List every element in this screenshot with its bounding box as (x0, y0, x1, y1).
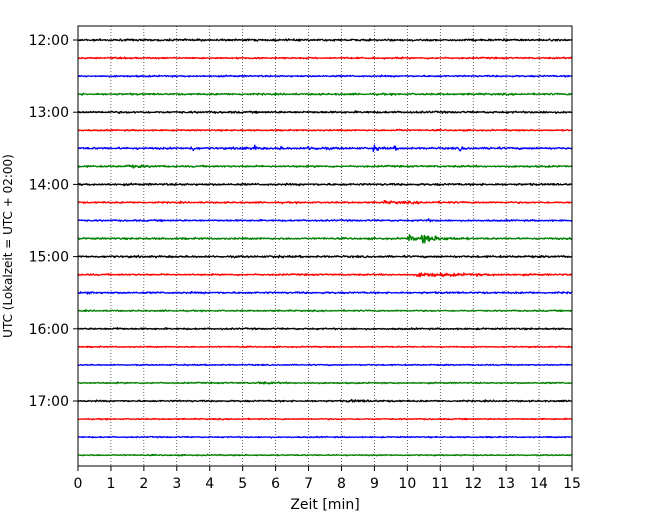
x-tick-label: 4 (205, 476, 214, 492)
trace-line-1330 (77, 144, 573, 153)
x-tick-label: 14 (530, 476, 548, 492)
trace-line-1745 (77, 453, 573, 457)
x-tick-label: 12 (464, 476, 482, 492)
x-tick-label: 10 (398, 476, 416, 492)
x-tick-label: 15 (563, 476, 581, 492)
grid-lines (110, 26, 540, 466)
plot-frame (77, 25, 573, 467)
trace-line-1200 (77, 38, 573, 42)
trace-line-1345 (77, 164, 573, 169)
y-axis-ticks: 12:00 13:00 14:00 15:00 16:00 17:00 (29, 33, 78, 410)
trace-line-1600 (77, 327, 573, 331)
x-tick-label: 9 (370, 476, 379, 492)
x-axis-ticks: 0 1 2 3 4 5 6 7 8 9 10 11 12 13 14 15 (74, 466, 581, 492)
trace-line-1545 (77, 309, 573, 313)
x-tick-label: 1 (106, 476, 115, 492)
trace-line-1245 (77, 92, 573, 97)
y-tick-label: 12:00 (29, 33, 69, 49)
x-tick-label: 8 (337, 476, 346, 492)
trace-line-1315 (77, 128, 573, 132)
trace-line-1415 (77, 199, 573, 205)
trace-line-1515 (77, 272, 573, 278)
trace-line-1300 (77, 110, 573, 115)
y-tick-label: 16:00 (29, 322, 69, 338)
x-tick-label: 5 (238, 476, 247, 492)
trace-line-1400 (77, 182, 573, 187)
x-axis-label: Zeit [min] (290, 497, 359, 513)
x-tick-label: 7 (304, 476, 313, 492)
x-tick-label: 13 (497, 476, 515, 492)
trace-line-1530 (77, 291, 573, 295)
x-tick-label: 0 (74, 476, 83, 492)
x-tick-label: 3 (172, 476, 181, 492)
trace-line-1230 (77, 74, 573, 78)
trace-line-1730 (77, 435, 573, 439)
trace-line-1715 (77, 417, 573, 421)
trace-line-1630 (77, 363, 573, 367)
x-tick-label: 11 (431, 476, 449, 492)
y-tick-label: 17:00 (29, 394, 69, 410)
trace-series (77, 38, 573, 457)
trace-line-1700 (77, 398, 573, 403)
y-tick-label: 15:00 (29, 250, 69, 266)
y-axis-label: UTC (Lokalzeit = UTC + 02:00) (1, 154, 15, 338)
y-tick-label: 14:00 (29, 177, 69, 193)
trace-line-1445 (77, 234, 573, 244)
trace-line-1615 (77, 345, 573, 349)
x-tick-label: 6 (271, 476, 280, 492)
trace-line-1500 (77, 254, 573, 259)
trace-line-1645 (77, 381, 573, 385)
x-tick-label: 2 (139, 476, 148, 492)
trace-line-1430 (77, 218, 573, 223)
trace-line-1215 (77, 56, 573, 60)
y-tick-label: 13:00 (29, 105, 69, 121)
